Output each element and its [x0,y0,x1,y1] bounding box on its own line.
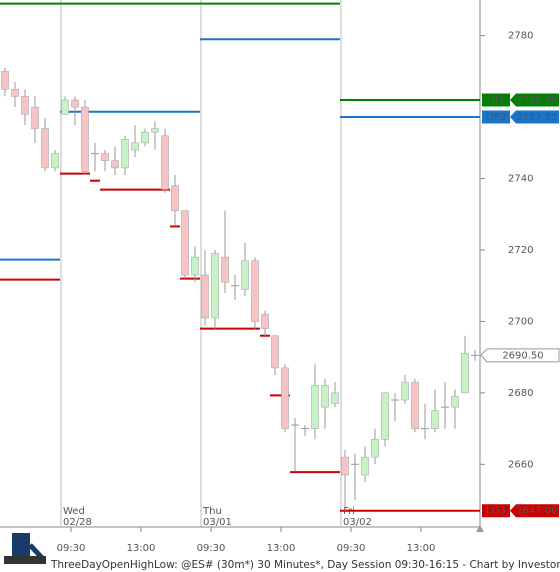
candle-body [21,96,29,115]
time-label: 13:00 [407,543,436,554]
candle-body [261,313,269,329]
tag-value: 2762.00 [516,95,557,106]
candle-body [41,128,49,169]
price-tag-value: 2690.50 [502,350,543,361]
candle-body [191,256,199,276]
candle-body [151,128,159,133]
candle-body [61,99,69,115]
candle-body [331,392,339,404]
tag-name-box [482,93,510,107]
time-label: 09:30 [57,543,86,554]
day-label: Thu [202,506,222,517]
candle-body [1,71,9,90]
date-label: 02/28 [63,517,92,528]
candle-body [371,438,379,458]
candle-body [241,260,249,290]
tag-value-box [510,504,559,518]
y-tick-label: 2720 [508,245,533,256]
tag-name-box [482,504,510,518]
candle-body [451,396,459,408]
time-label: 09:30 [337,543,366,554]
candle-body [81,106,89,172]
candle-body [171,185,179,212]
candle-body [211,253,219,319]
footer: ThreeDayOpenHighLow: @ES# (30m*) 30 Minu… [50,559,560,571]
date-label: 03/01 [203,517,232,528]
candle-body [251,260,259,322]
price-tag [480,348,560,363]
candle-body [141,131,149,144]
y-tick-label: 2780 [508,31,533,42]
y-tick-label: 2660 [508,459,533,470]
tag-name-box [482,110,510,124]
y-tick-label: 2680 [508,388,533,399]
time-label: 13:00 [127,543,156,554]
candle-body [431,410,439,429]
candle-body [461,353,469,394]
candle-body [201,274,209,319]
candle-body [361,456,369,476]
tag-value: 2757.25 [516,112,557,123]
day-label: Wed [63,506,85,517]
candle-body [101,153,109,162]
tag-value-box [510,110,559,124]
time-label: 09:30 [197,543,226,554]
candle-body [131,142,139,151]
scroll-marker [476,525,484,532]
candle-body [121,138,129,169]
candle-body [321,385,329,408]
tag-value-box [510,93,559,107]
candle-body [411,381,419,429]
logo-r [12,533,30,557]
candle-body [111,160,119,169]
candle-body [71,99,79,108]
time-label: 13:00 [267,543,296,554]
tag-name: HI3 [488,95,505,106]
logo-base [4,556,46,564]
tag-name: OP3 [486,112,506,123]
date-label: 03/02 [343,517,372,528]
candle-body [271,335,279,369]
candle-body [311,385,319,429]
candle-body [181,210,189,276]
candle-body [341,456,349,476]
tag-name: LO3 [486,506,505,517]
logo [4,533,46,564]
tag-value: 2647.00 [516,506,557,517]
candle-body [381,392,389,440]
candle-body [161,135,169,190]
candle-body [221,256,229,283]
y-tick-label: 2700 [508,316,533,327]
candle-body [281,367,289,429]
candle-body [31,106,39,129]
candle-body [51,153,59,169]
candle-body [11,88,19,97]
y-tick-label: 2740 [508,174,533,185]
candle-body [401,381,409,401]
